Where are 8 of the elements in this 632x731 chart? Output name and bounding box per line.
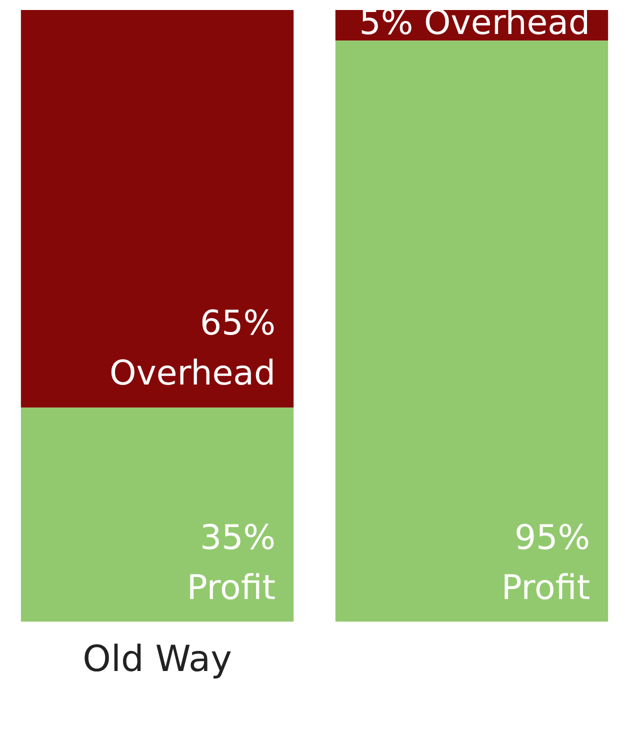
text: 5% Overhead [359, 3, 590, 44]
x-tick-label: Old Way [82, 638, 232, 680]
data-label: 35% [200, 518, 276, 558]
data-label: 65% [200, 304, 276, 344]
text: Profit [501, 568, 590, 608]
data-label: 95% [514, 518, 590, 558]
series-label: Overhead [110, 354, 276, 394]
series-label: Profit [186, 568, 276, 608]
